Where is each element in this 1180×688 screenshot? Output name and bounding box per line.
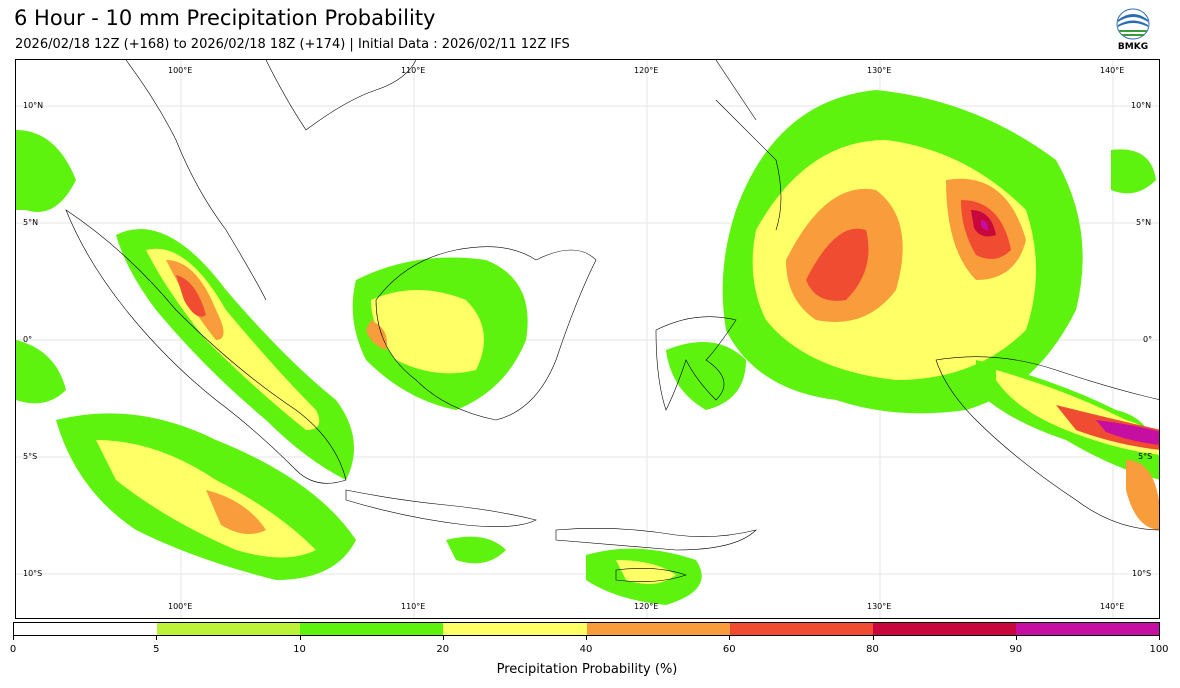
colorbar-bin	[872, 623, 1016, 635]
colorbar-tick	[442, 636, 444, 640]
colorbar-tick-label: 20	[436, 644, 450, 655]
map-canvas	[16, 60, 1159, 618]
colorbar-tick	[872, 636, 874, 640]
lon-label-bottom: 120°E	[634, 602, 659, 611]
lat-label-right: 5°S	[1138, 452, 1153, 461]
lat-label-left: 0°	[23, 335, 33, 344]
lon-label-top: 130°E	[867, 66, 892, 75]
lon-label-bottom: 140°E	[1100, 602, 1125, 611]
lat-label-right: 10°S	[1132, 569, 1152, 578]
probability-shading	[16, 90, 1159, 605]
colorbar-bin	[1015, 623, 1159, 635]
lat-label-right: 0°	[1143, 335, 1153, 344]
coastlines	[65, 60, 1159, 582]
colorbar-tick	[13, 636, 14, 640]
lon-label-top: 140°E	[1100, 66, 1125, 75]
colorbar-bin	[443, 623, 587, 635]
colorbar-bin	[14, 623, 158, 635]
lat-label-right: 10°N	[1131, 101, 1152, 110]
logo-text: BMKG	[1117, 42, 1149, 52]
colorbar-tick-label: 60	[722, 644, 736, 655]
lon-label-top: 110°E	[401, 66, 426, 75]
colorbar-tick-label: 80	[866, 644, 879, 655]
lon-label-top: 120°E	[634, 66, 659, 75]
colorbar-tick-label: 0	[9, 644, 17, 655]
lon-label-bottom: 130°E	[867, 602, 892, 611]
colorbar-tick-label: 40	[579, 644, 593, 655]
colorbar-bin	[586, 623, 730, 635]
lon-label-bottom: 100°E	[168, 602, 193, 611]
precipitation-map: 100°E 110°E 120°E 130°E 140°E 100°E 110°…	[15, 59, 1160, 619]
colorbar-tick-label: 90	[1009, 644, 1023, 655]
colorbar-tick	[586, 636, 587, 640]
colorbar-tick	[156, 636, 158, 640]
lon-label-top: 100°E	[168, 66, 193, 75]
colorbar-tick-label: 100	[1149, 644, 1169, 655]
colorbar-bin	[729, 623, 873, 635]
map-subtitle: 2026/02/18 12Z (+168) to 2026/02/18 18Z …	[15, 37, 570, 52]
map-title: 6 Hour - 10 mm Precipitation Probability	[14, 6, 436, 30]
colorbar-bin	[157, 623, 301, 635]
colorbar-title: Precipitation Probability (%)	[496, 662, 678, 677]
colorbar-tick	[729, 636, 731, 640]
colorbar-tick-label: 10	[293, 644, 306, 655]
colorbar-bin	[300, 623, 444, 635]
bmkg-logo-icon	[1116, 8, 1150, 40]
lat-label-left: 10°N	[23, 101, 44, 110]
lat-label-right: 5°N	[1136, 218, 1152, 227]
colorbar-tick	[1015, 636, 1017, 640]
colorbar-tick	[299, 636, 301, 640]
lat-label-left: 10°S	[23, 569, 43, 578]
colorbar-tick-label: 5	[153, 644, 160, 655]
lat-label-left: 5°N	[23, 218, 39, 227]
colorbar	[13, 622, 1160, 636]
lat-label-left: 5°S	[23, 452, 38, 461]
colorbar-tick	[1159, 636, 1160, 640]
lon-label-bottom: 110°E	[401, 602, 426, 611]
